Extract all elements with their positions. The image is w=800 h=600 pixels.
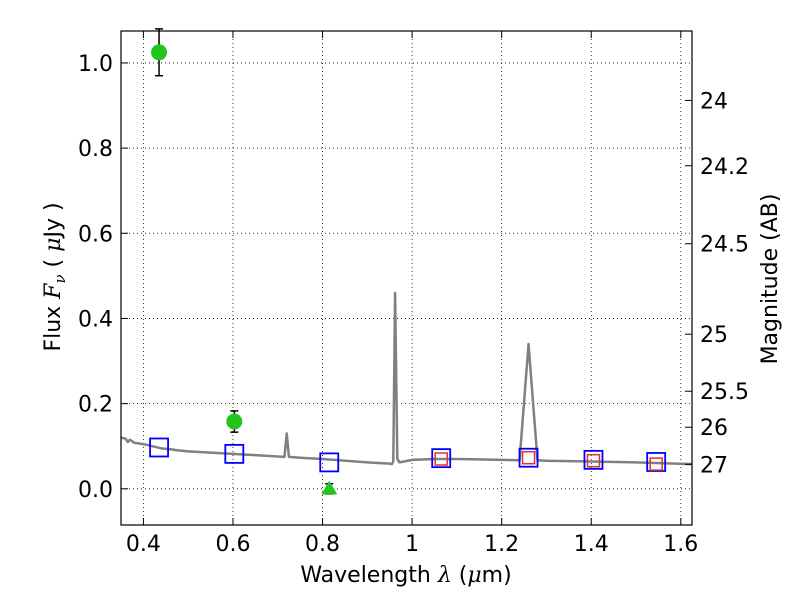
right-tick-label: 24 — [700, 89, 728, 114]
x-tick-label: 1.4 — [574, 532, 609, 557]
y-tick-label: 1.0 — [78, 52, 113, 77]
x-axis-label: Wavelength λ (μm) — [300, 563, 511, 588]
right-tick-label: 25.5 — [700, 380, 749, 405]
photometry-point — [151, 44, 168, 61]
grid — [121, 31, 692, 525]
plot-area — [120, 28, 693, 495]
model-flux-small-square — [649, 457, 663, 471]
model-flux-square — [518, 447, 539, 468]
x-tick-label: 0.6 — [215, 532, 250, 557]
y-tick-label: 0.2 — [78, 393, 113, 418]
x-tick-label: 0.4 — [126, 532, 161, 557]
y-tick-label: 0.0 — [78, 478, 113, 503]
y-axis-label: Flux Fν ( μJy ) — [41, 202, 69, 351]
model-flux-square — [583, 449, 604, 470]
right-tick-label: 26 — [700, 416, 728, 441]
model-flux-square — [149, 437, 169, 458]
model-flux-small-square — [434, 452, 448, 466]
x-tick-label: 1.6 — [663, 532, 698, 557]
model-flux-square — [431, 448, 452, 469]
x-tick-label: 1.2 — [484, 532, 519, 557]
model-flux-small-square — [586, 453, 601, 468]
right-axis-label: Magnitude (AB) — [758, 194, 783, 365]
axes-frame — [120, 30, 693, 526]
y-tick-label: 0.8 — [78, 137, 113, 162]
right-tick-label: 25 — [700, 323, 728, 348]
upper-limit-point — [321, 480, 338, 495]
x-tick-label: 0.8 — [305, 532, 340, 557]
y-tick-label: 0.4 — [78, 307, 113, 332]
model-flux-square — [319, 452, 340, 473]
photometry-point — [226, 413, 243, 430]
right-tick-label: 24.2 — [700, 155, 749, 180]
model-flux-square — [224, 443, 245, 464]
axis-ticks: 0.4 0.6 0.8 1 1.2 1.4 1.6 0.0 0.2 0.4 0.6 0.8 1.0 24 2… — [78, 31, 749, 557]
y-tick-label: 0.6 — [78, 222, 113, 247]
x-tick-label: 1 — [405, 532, 419, 557]
model-flux-small-square — [521, 450, 536, 465]
right-tick-label: 27 — [700, 453, 728, 478]
model-flux-square — [646, 452, 667, 472]
spectrum-line — [120, 291, 693, 466]
right-tick-label: 24.5 — [700, 233, 749, 258]
